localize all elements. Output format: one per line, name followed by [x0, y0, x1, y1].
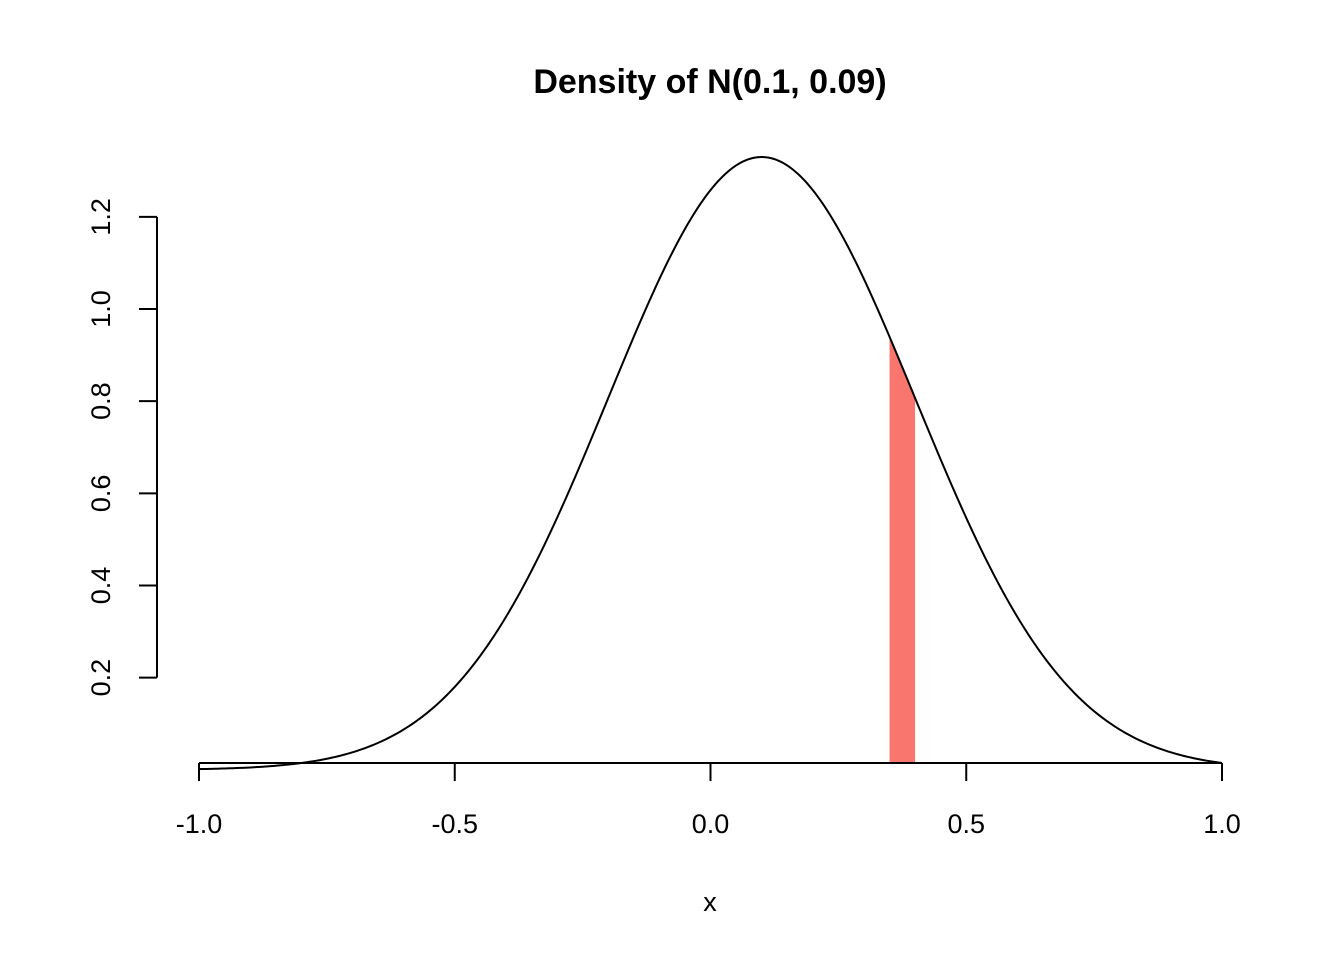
y-tick-label: 0.4 [86, 567, 116, 605]
highlight-bar [889, 336, 916, 763]
y-tick-label: 0.6 [86, 475, 116, 513]
x-tick-label: 0.0 [692, 809, 730, 839]
y-axis: 0.2 0.4 0.6 0.8 1.0 1.2 [86, 198, 158, 697]
y-tick-label: 1.2 [86, 198, 116, 236]
x-tick-label: -1.0 [176, 809, 223, 839]
y-tick-label: 1.0 [86, 290, 116, 328]
x-tick-label: 1.0 [1203, 809, 1241, 839]
x-axis-label: x [703, 887, 717, 917]
x-tick-label: 0.5 [947, 809, 985, 839]
highlight-region [889, 336, 916, 763]
x-tick-label: -0.5 [431, 809, 478, 839]
x-axis: -1.0 -0.5 0.0 0.5 1.0 [176, 762, 1241, 839]
y-tick-label: 0.2 [86, 659, 116, 697]
chart-title: Density of N(0.1, 0.09) [533, 63, 886, 101]
density-curve [198, 155, 1223, 771]
y-tick-label: 0.8 [86, 382, 116, 420]
